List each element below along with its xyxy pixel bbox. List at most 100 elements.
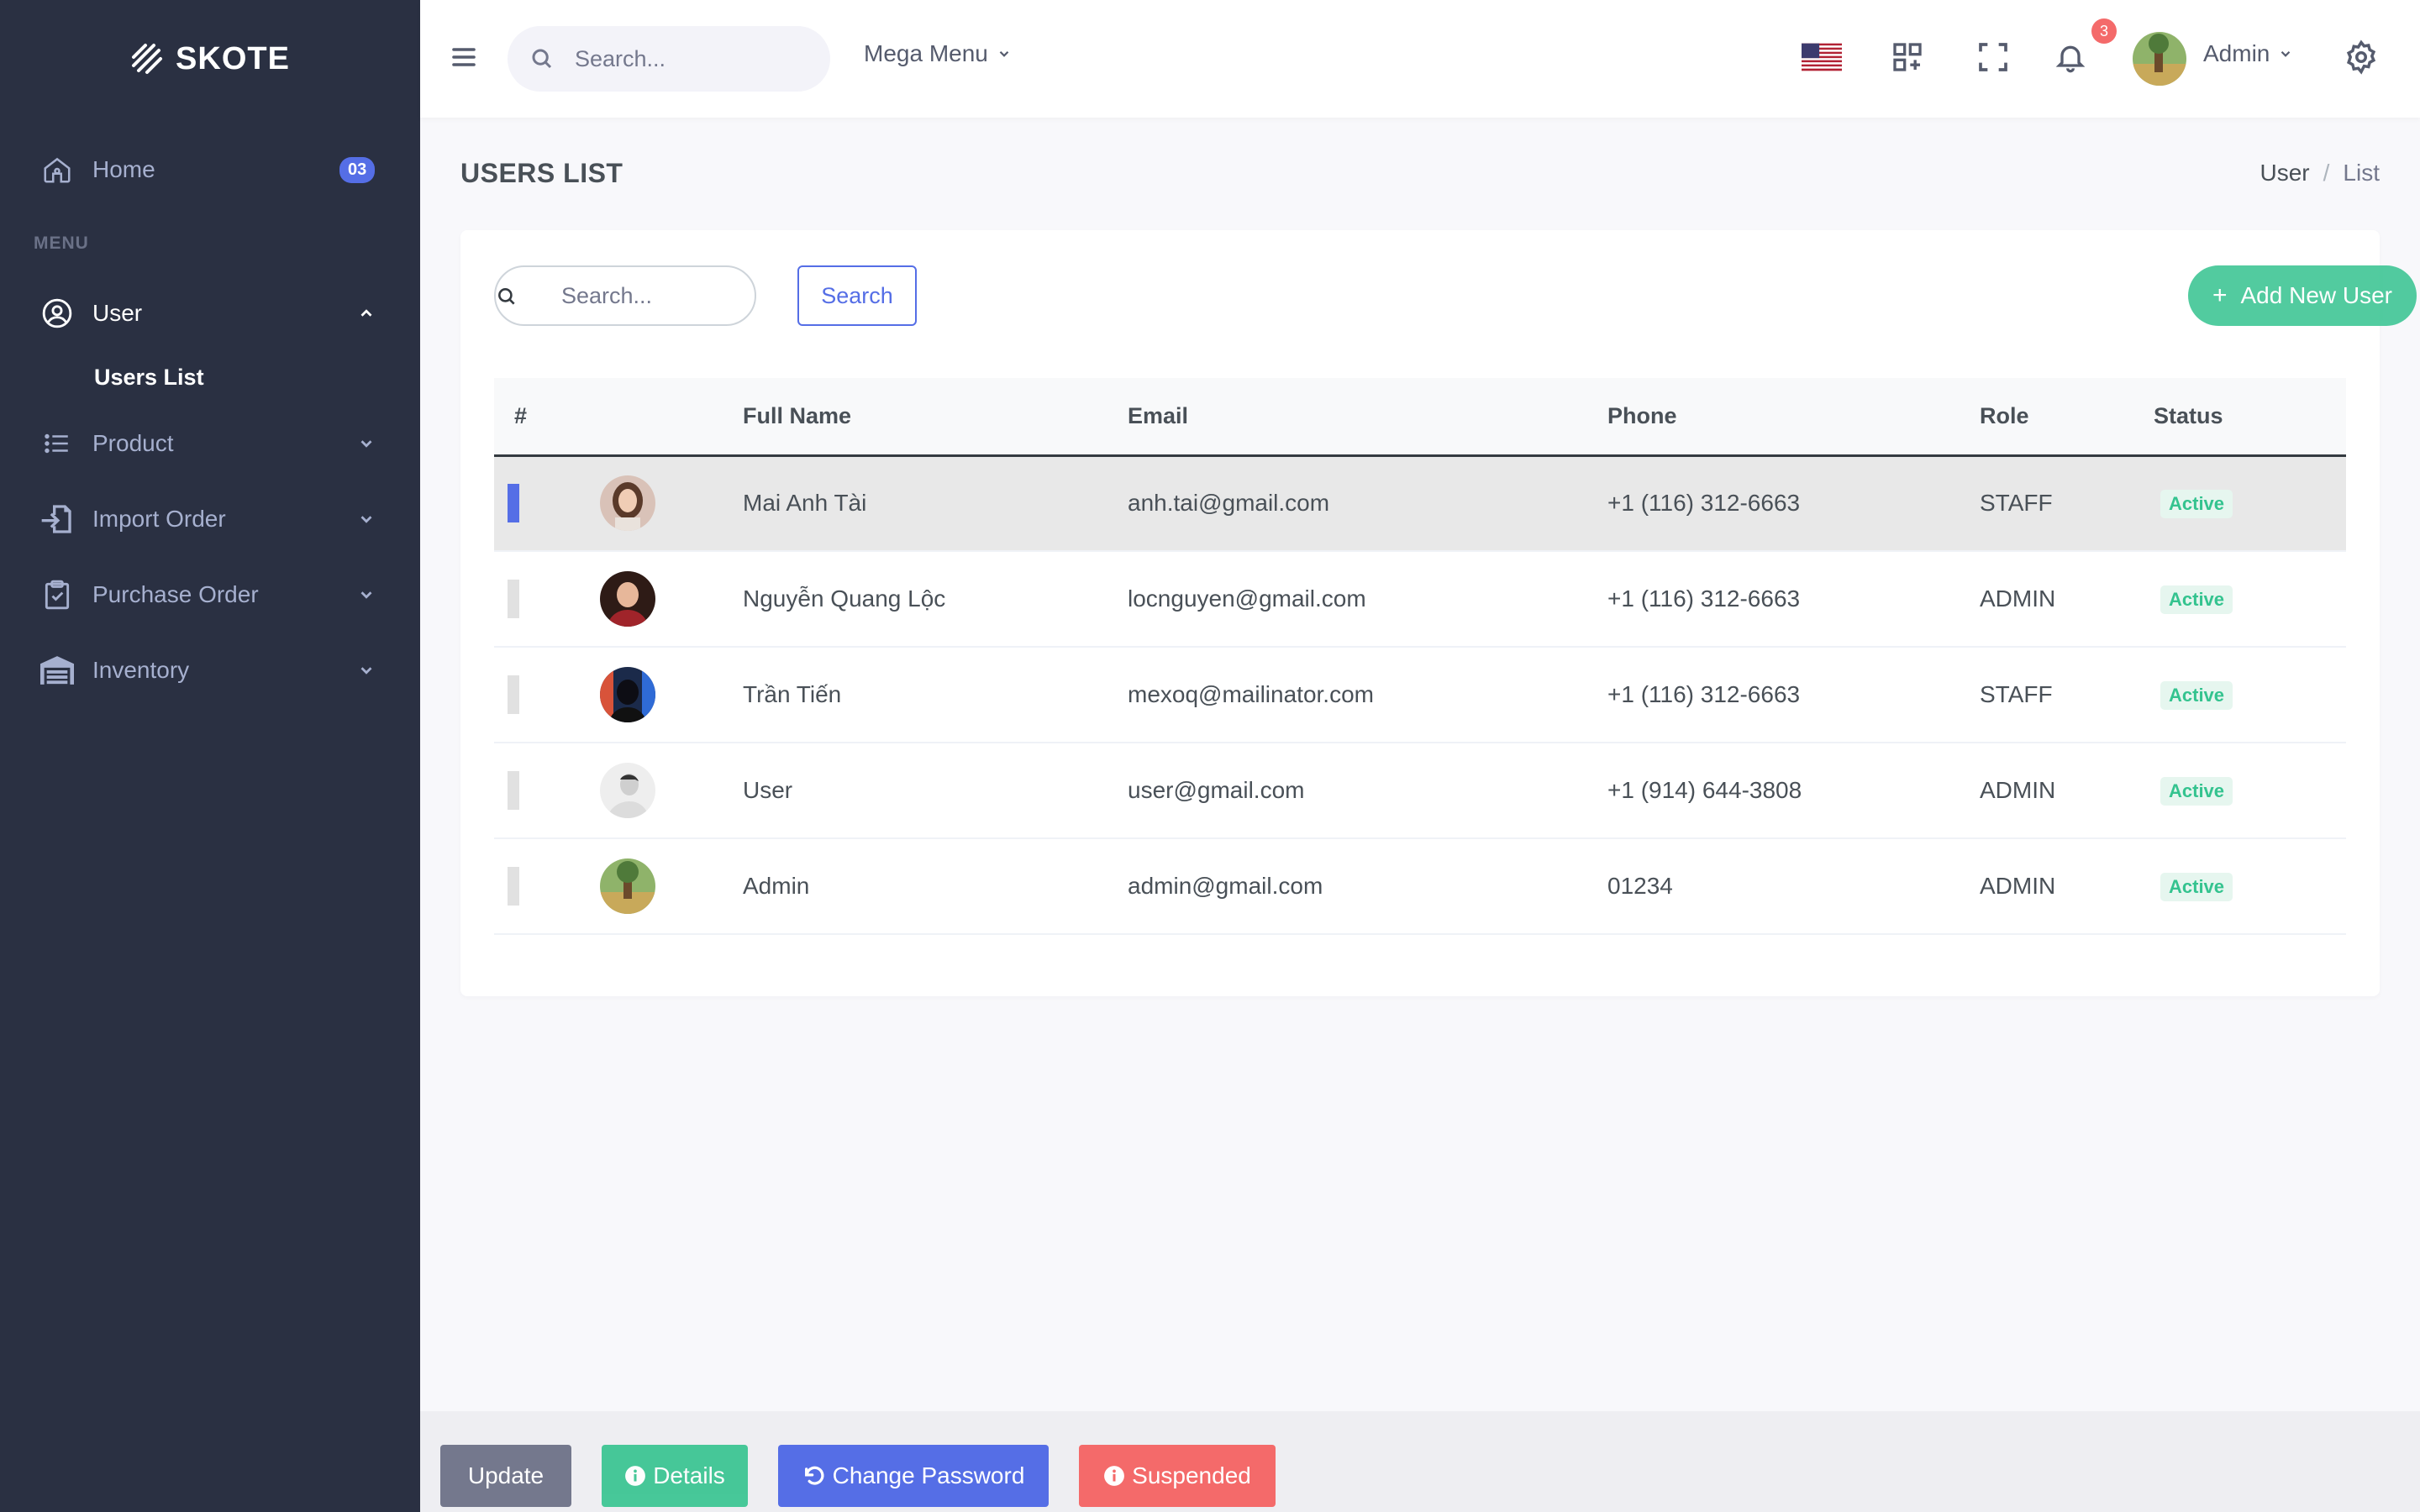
suspended-button[interactable]: Suspended [1079,1445,1276,1507]
cell-email: locnguyen@gmail.com [1128,585,1366,612]
sidebar-item-label: Inventory [92,657,190,683]
clipboard-icon [40,578,74,612]
hamburger-menu-icon[interactable] [449,42,479,72]
table-row[interactable]: Trần Tiến mexoq@mailinator.com +1 (116) … [494,647,2346,743]
notifications-button[interactable] [2050,37,2091,77]
avatar [600,475,655,532]
mega-menu-dropdown[interactable]: Mega Menu [864,40,1012,67]
chevron-up-icon [360,309,372,317]
chevron-down-icon [360,516,372,523]
breadcrumb: User / List [2260,160,2380,186]
user-menu-dropdown[interactable]: Admin [2203,40,2293,67]
cell-full-name: Admin [743,873,810,899]
brand-logo[interactable]: SKOTE [0,0,420,118]
avatar [600,571,655,627]
apps-grid-button[interactable] [1887,37,1928,77]
column-header-phone: Phone [1607,402,1677,428]
sidebar-item-product[interactable]: Product [0,418,420,469]
chevron-down-icon [999,50,1009,57]
cell-role: ADMIN [1980,777,2056,803]
sidebar-item-label: Purchase Order [92,581,259,607]
fullscreen-button[interactable] [1973,37,2013,77]
home-icon [40,153,74,186]
cell-role: ADMIN [1980,585,2056,612]
plus-icon: + [2212,281,2228,309]
sidebar-item-label: Import Order [92,506,226,532]
status-badge: Active [2160,776,2233,806]
column-header-role: Role [1980,402,2029,428]
table-header-row: # Full Name Email Phone Role Status [494,378,2346,455]
search-icon [532,49,552,69]
card-search-box [494,265,756,326]
user-name: Admin [2203,40,2270,66]
sidebar-item-home[interactable]: Home 03 [0,144,420,195]
cell-full-name: Mai Anh Tài [743,490,867,517]
sidebar-item-import-order[interactable]: Import Order [0,494,420,544]
details-button[interactable]: Details [602,1445,748,1507]
topbar: Mega Menu 3 Admin [420,0,2420,118]
sidebar: SKOTE Home 03 MENU User Users List Produ… [0,0,420,1512]
details-label: Details [653,1462,725,1488]
row-select-indicator[interactable] [508,771,519,810]
users-card: Search + Add New User # Full Name Email … [460,230,2417,996]
cell-email: anh.tai@gmail.com [1128,490,1330,517]
sidebar-item-purchase-order[interactable]: Purchase Order [0,570,420,620]
user-circle-icon [40,297,74,330]
sidebar-item-label: Product [92,430,174,456]
row-select-indicator[interactable] [508,484,519,523]
cell-role: STAFF [1980,490,2053,517]
list-icon [40,427,74,460]
sidebar-subitem-users-list[interactable]: Users List [94,365,204,390]
info-icon [625,1466,646,1486]
avatar [600,858,655,914]
language-flag-button[interactable] [1802,37,1842,77]
users-table: # Full Name Email Phone Role Status Mai … [494,378,2346,935]
us-flag-icon [1802,43,1842,71]
cell-full-name: Nguyễn Quang Lộc [743,585,946,612]
table-row[interactable]: Admin admin@gmail.com 01234 ADMIN Active [494,838,2346,934]
cell-role: ADMIN [1980,873,2056,899]
admin-avatar[interactable] [2133,32,2186,86]
cell-email: user@gmail.com [1128,777,1305,803]
suspended-label: Suspended [1132,1462,1251,1488]
cell-full-name: Trần Tiến [743,681,842,707]
update-button[interactable]: Update [440,1445,571,1507]
apps-grid-icon [1893,43,1922,71]
change-password-button[interactable]: Change Password [778,1445,1049,1507]
table-row[interactable]: User user@gmail.com +1 (914) 644-3808 AD… [494,743,2346,838]
cell-phone: 01234 [1607,873,1673,899]
settings-button[interactable] [2341,37,2381,77]
status-badge: Active [2160,489,2233,518]
column-header-email: Email [1128,402,1189,428]
sidebar-item-label: User [92,300,143,326]
search-button[interactable]: Search [797,265,917,326]
table-row[interactable]: Nguyễn Quang Lộc locnguyen@gmail.com +1 … [494,551,2346,647]
table-row[interactable]: Mai Anh Tài anh.tai@gmail.com +1 (116) 3… [494,455,2346,551]
sidebar-item-inventory[interactable]: Inventory [0,645,420,696]
sidebar-item-user[interactable]: User [0,288,420,339]
warehouse-icon [40,654,74,687]
import-icon [40,502,74,536]
add-new-user-button[interactable]: + Add New User [2188,265,2417,326]
sidebar-item-label: Home [92,156,155,182]
cell-role: STAFF [1980,681,2053,707]
row-select-indicator[interactable] [508,675,519,714]
row-select-indicator[interactable] [508,580,519,618]
logo-icon [132,44,163,74]
top-search-input[interactable] [575,41,810,76]
cell-phone: +1 (914) 644-3808 [1607,777,1802,803]
column-header-status: Status [2154,402,2223,428]
top-search-box [508,26,830,92]
chevron-down-icon [360,440,372,448]
chevron-down-icon [360,667,372,675]
status-badge: Active [2160,585,2233,614]
cell-email: admin@gmail.com [1128,873,1323,899]
row-select-indicator[interactable] [508,867,519,906]
user-search-input[interactable] [561,279,738,312]
avatar [600,667,655,722]
undo-icon [804,1466,824,1485]
cell-phone: +1 (116) 312-6663 [1607,681,1801,707]
home-badge: 03 [339,156,376,183]
breadcrumb-item-user[interactable]: User [2260,160,2310,186]
breadcrumb-item-list: List [2343,160,2380,186]
